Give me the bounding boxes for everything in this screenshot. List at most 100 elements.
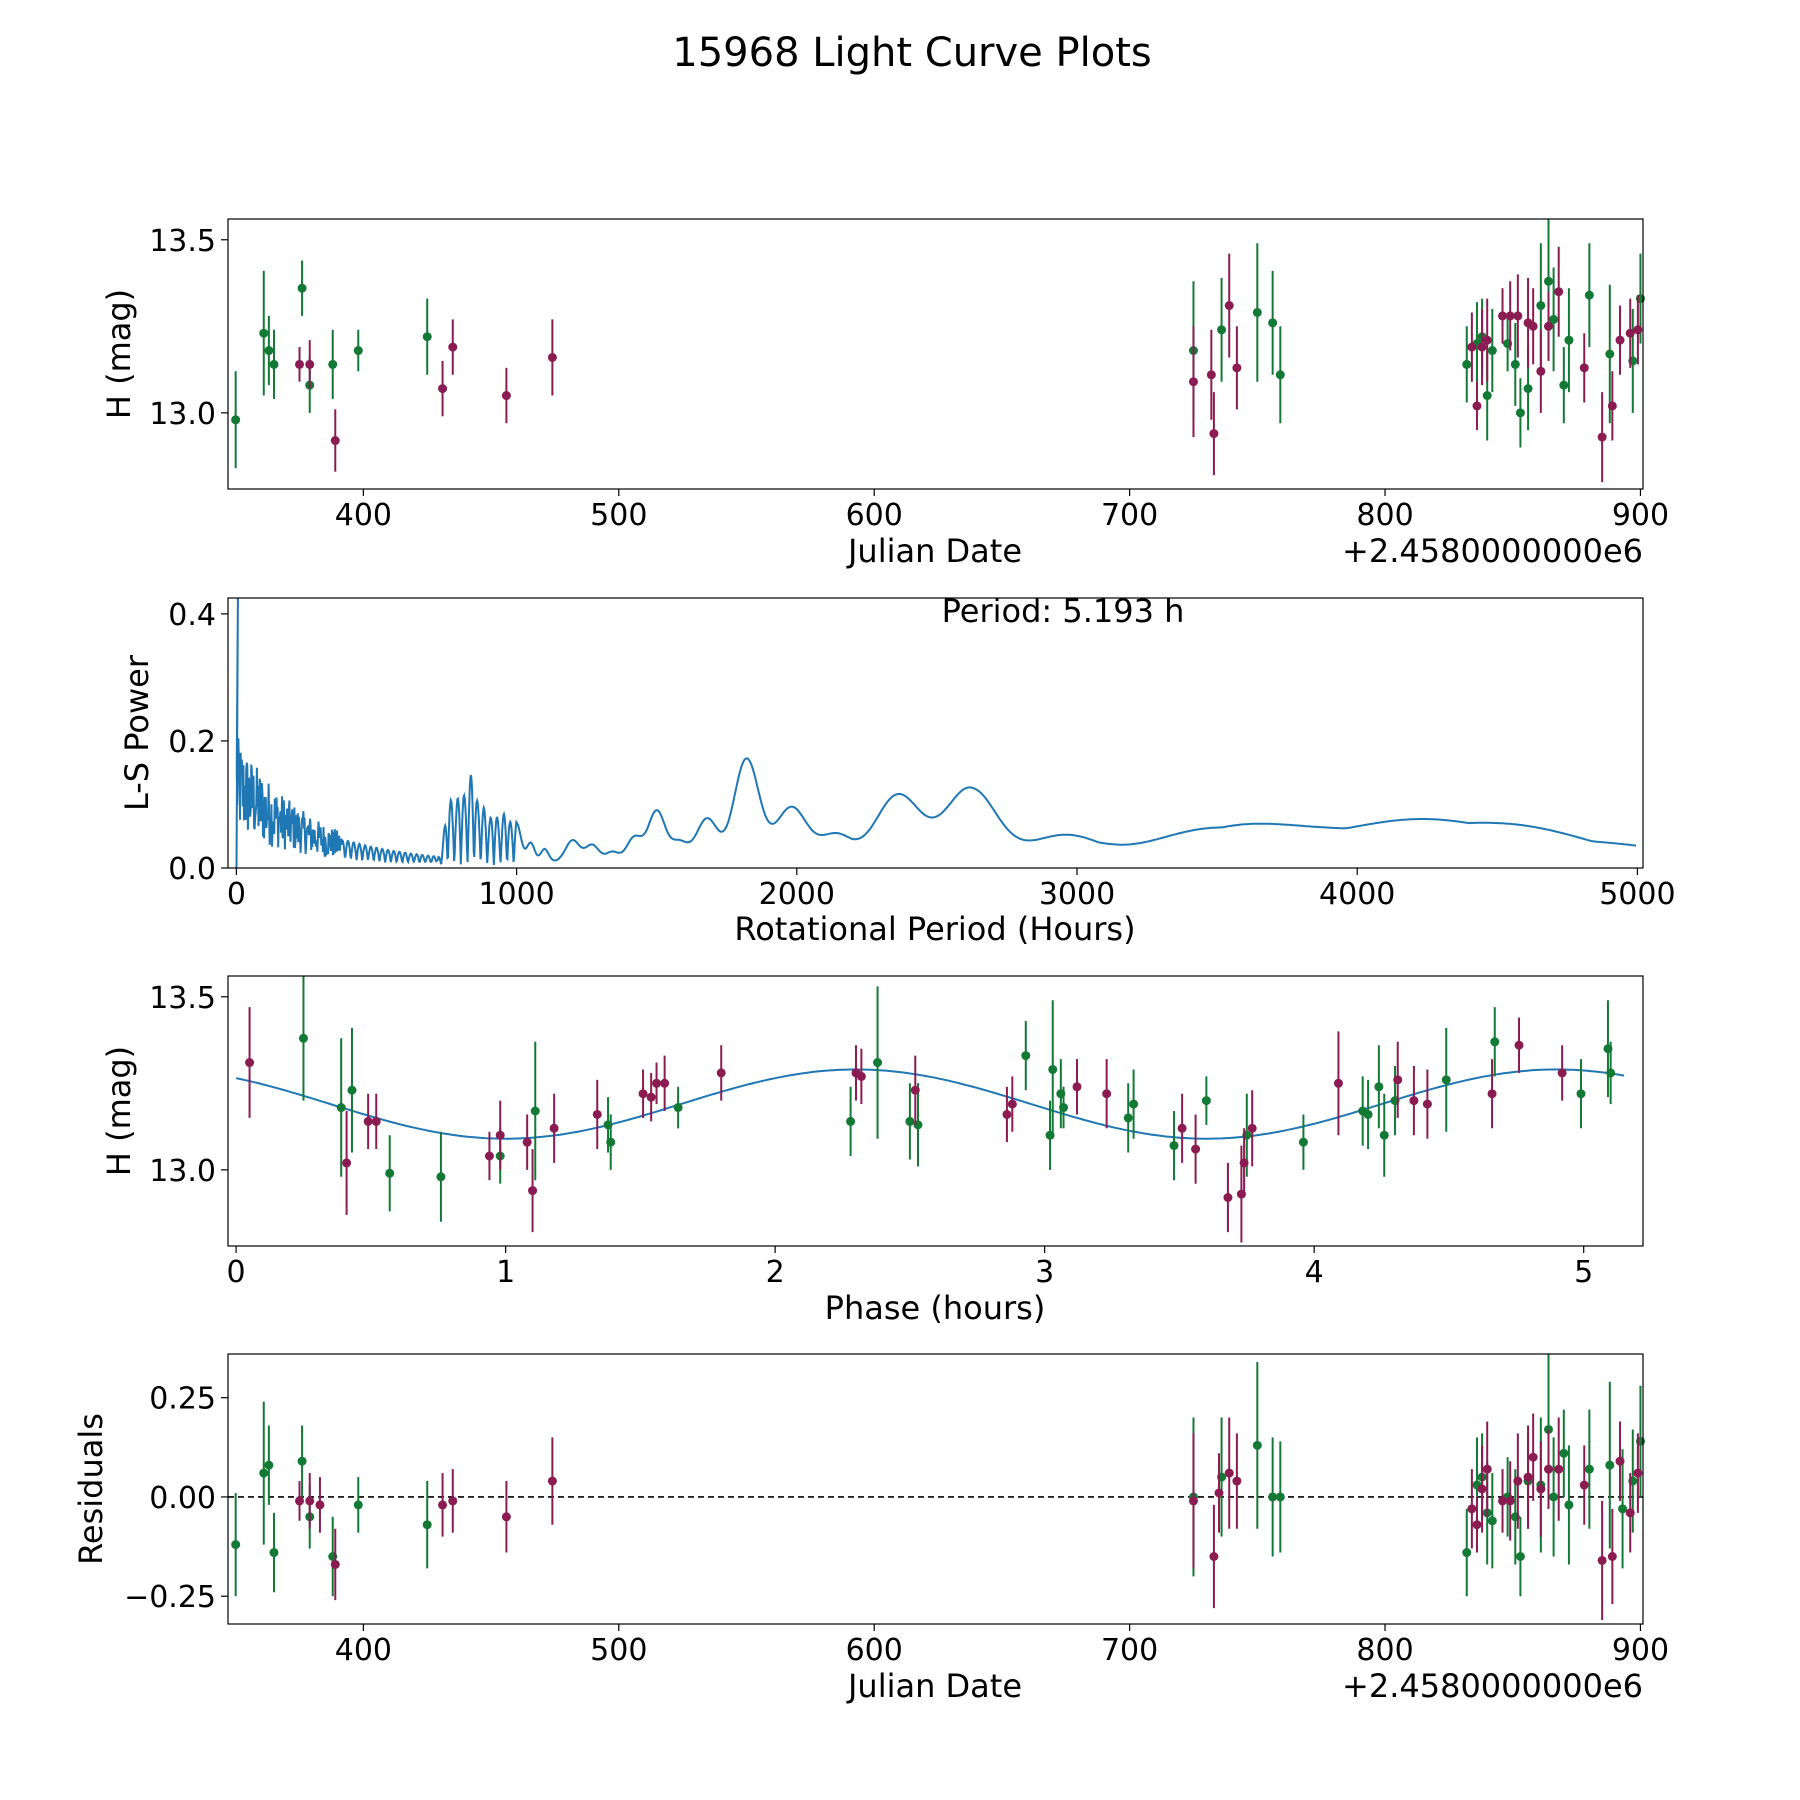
residuals-point-green bbox=[259, 1468, 269, 1478]
residuals-point-purple bbox=[1523, 1472, 1533, 1482]
phased-point-purple bbox=[1002, 1109, 1012, 1119]
phased-point-purple bbox=[528, 1186, 538, 1196]
phased-yticks: 13.0 13.5 bbox=[149, 981, 228, 1189]
phased-point-purple bbox=[638, 1089, 648, 1099]
phased-point-purple bbox=[652, 1078, 662, 1088]
lightcurve-point-purple bbox=[1607, 401, 1617, 411]
residuals-point-purple bbox=[1633, 1468, 1643, 1478]
lightcurve-point-purple bbox=[1482, 335, 1492, 345]
periodogram-xtick-label: 2000 bbox=[759, 877, 835, 912]
phased-xtick-label: 2 bbox=[766, 1255, 785, 1290]
lightcurve-point-green bbox=[1268, 318, 1278, 328]
lightcurve-point-purple bbox=[1615, 335, 1625, 345]
residuals-point-purple bbox=[448, 1496, 458, 1506]
residuals-ylabel: Residuals bbox=[72, 1413, 110, 1565]
lightcurve-ytick-label: 13.0 bbox=[149, 397, 216, 432]
lightcurve-point-purple bbox=[1554, 287, 1564, 297]
lightcurve-point-green bbox=[264, 346, 274, 356]
phased-point-purple bbox=[549, 1123, 559, 1133]
phased-point-green bbox=[1298, 1137, 1308, 1147]
phased-point-purple bbox=[1191, 1144, 1201, 1154]
periodogram-xlabel: Rotational Period (Hours) bbox=[734, 910, 1135, 948]
phased-point-purple bbox=[1247, 1123, 1257, 1133]
periodogram-xtick-label: 1000 bbox=[478, 877, 554, 912]
lightcurve-offset-label: +2.4580000000e6 bbox=[1342, 532, 1643, 570]
phased-point-purple bbox=[522, 1137, 532, 1147]
lightcurve-marks bbox=[231, 219, 1645, 483]
residuals-point-purple bbox=[1607, 1552, 1617, 1561]
residuals-point-purple bbox=[1536, 1484, 1546, 1494]
lightcurve-point-purple bbox=[1477, 342, 1487, 352]
phased-point-purple bbox=[342, 1158, 352, 1168]
phased-point-green bbox=[1169, 1141, 1179, 1151]
residuals-point-green bbox=[1275, 1492, 1285, 1502]
residuals-ytick-label: −0.25 bbox=[124, 1580, 216, 1615]
phased-point-green bbox=[1048, 1064, 1058, 1074]
residuals-point-green bbox=[1549, 1492, 1559, 1502]
phased-point-purple bbox=[1239, 1158, 1249, 1168]
residuals-point-green bbox=[1584, 1464, 1594, 1474]
phased-marks bbox=[235, 976, 1625, 1243]
lightcurve-point-green bbox=[1605, 349, 1615, 359]
residuals-point-green bbox=[422, 1520, 432, 1530]
residuals-point-green bbox=[1618, 1504, 1628, 1514]
residuals-point-green bbox=[1268, 1492, 1278, 1502]
phased-panel: 0 1 2 3 4 5 13.0 13.5 Phase (hours) H (mag) bbox=[100, 975, 1644, 1327]
lightcurve-xtick-label: 700 bbox=[1101, 498, 1158, 533]
lightcurve-xtick-label: 800 bbox=[1356, 498, 1413, 533]
phased-xtick-label: 0 bbox=[227, 1255, 246, 1290]
residuals-point-green bbox=[1605, 1460, 1615, 1470]
residuals-point-purple bbox=[330, 1559, 340, 1569]
residuals-ytick-label: 0.00 bbox=[149, 1481, 216, 1516]
phased-point-purple bbox=[592, 1109, 602, 1119]
periodogram-xticks: 0 1000 2000 3000 4000 5000 bbox=[227, 868, 1676, 912]
residuals-point-green bbox=[1487, 1516, 1497, 1526]
residuals-point-purple bbox=[1597, 1555, 1607, 1565]
lightcurve-point-purple bbox=[1528, 321, 1538, 331]
lightcurve-point-green bbox=[1564, 335, 1574, 345]
residuals-point-purple bbox=[1209, 1552, 1219, 1561]
periodogram-frame bbox=[227, 597, 1644, 869]
residuals-xtick-label: 800 bbox=[1356, 1633, 1413, 1668]
residuals-point-green bbox=[297, 1456, 307, 1466]
phased-point-purple bbox=[1072, 1082, 1082, 1092]
phased-point-green bbox=[530, 1106, 540, 1116]
lightcurve-point-green bbox=[328, 359, 338, 369]
phased-point-purple bbox=[1514, 1040, 1524, 1050]
periodogram-xtick-label: 4000 bbox=[1319, 877, 1395, 912]
residuals-offset-label: +2.4580000000e6 bbox=[1342, 1667, 1643, 1705]
periodogram-yticks: 0.0 0.2 0.4 bbox=[168, 598, 228, 887]
lightcurve-point-purple bbox=[1188, 377, 1198, 387]
lightcurve-point-green bbox=[269, 359, 279, 369]
phased-point-green bbox=[1059, 1103, 1069, 1113]
residuals-point-purple bbox=[501, 1512, 511, 1522]
phased-point-green bbox=[1379, 1130, 1389, 1140]
residuals-point-purple bbox=[1477, 1484, 1487, 1494]
lightcurve-point-green bbox=[231, 415, 241, 425]
phased-point-purple bbox=[245, 1058, 255, 1068]
phased-point-green bbox=[1123, 1113, 1133, 1123]
periodogram-ytick-label: 0.2 bbox=[168, 725, 216, 760]
periodogram-xtick-label: 0 bbox=[227, 877, 246, 912]
phased-point-green bbox=[298, 1033, 308, 1043]
residuals-point-purple bbox=[438, 1500, 448, 1510]
phased-xticks: 0 1 2 3 4 5 bbox=[227, 1246, 1593, 1290]
residuals-point-purple bbox=[1625, 1508, 1635, 1518]
phased-point-purple bbox=[1557, 1068, 1567, 1078]
lightcurve-point-green bbox=[1523, 384, 1533, 394]
residuals-point-purple bbox=[315, 1500, 325, 1510]
phased-point-purple bbox=[371, 1116, 381, 1126]
lightcurve-point-purple bbox=[1625, 328, 1635, 338]
periodogram-xtick-label: 3000 bbox=[1039, 877, 1115, 912]
phased-ytick-label: 13.5 bbox=[149, 981, 216, 1016]
lightcurve-point-purple bbox=[1536, 366, 1546, 376]
phased-point-green bbox=[1490, 1037, 1500, 1047]
lightcurve-xtick-label: 600 bbox=[846, 498, 903, 533]
figure-title: 15968 Light Curve Plots bbox=[672, 30, 1151, 76]
phased-point-purple bbox=[660, 1078, 670, 1088]
phased-point-purple bbox=[484, 1151, 494, 1161]
lightcurve-point-purple bbox=[1472, 401, 1482, 411]
phased-point-purple bbox=[910, 1085, 920, 1095]
residuals-panel: 400 500 600 700 800 900 −0.25 0.00 0.25 Julian … bbox=[72, 1353, 1669, 1705]
